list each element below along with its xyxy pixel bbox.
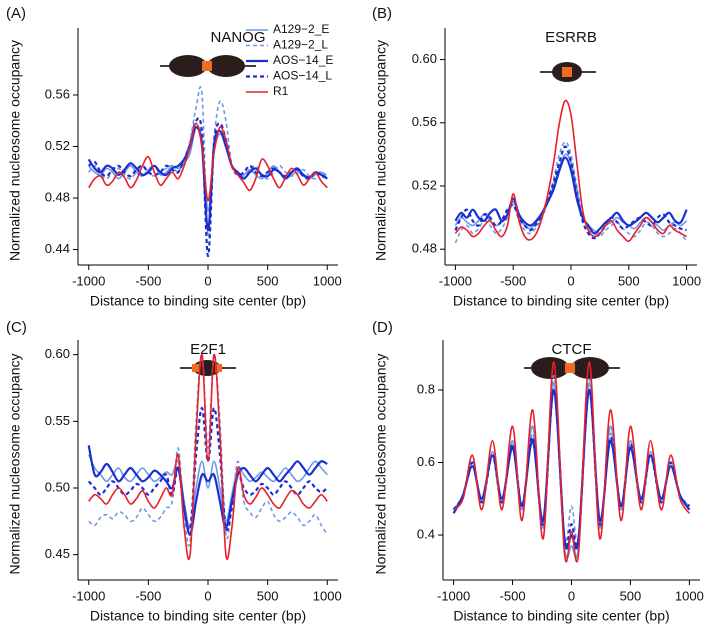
y-tick-label: 0.56 — [412, 114, 437, 129]
x-tick-label: 1000 — [313, 273, 342, 288]
x-tick-label: 0 — [567, 273, 574, 288]
data-line — [87, 445, 328, 536]
y-axis-label: Normalized nucleosome occupancy — [373, 40, 389, 261]
x-tick-label: 500 — [257, 588, 279, 603]
y-tick-label: 0.44 — [45, 241, 70, 256]
data-line — [452, 388, 691, 547]
y-tick-label: 0.56 — [45, 86, 70, 101]
data-line — [88, 122, 328, 202]
x-tick-label: 1000 — [675, 588, 704, 603]
data-line — [87, 406, 328, 532]
y-axis-label: Normalized nucleosome occupancy — [7, 40, 23, 261]
y-tick-label: 0.55 — [45, 413, 70, 428]
y-tick-label: 0.60 — [412, 51, 437, 66]
legend-label: A129−2_E — [273, 22, 329, 36]
x-tick-label: 1000 — [672, 273, 701, 288]
x-axis-label: Distance to binding site center (bp) — [453, 293, 669, 309]
x-tick-label: -1000 — [439, 273, 472, 288]
nucleosome-icon — [160, 55, 256, 77]
data-line — [88, 353, 328, 561]
y-tick-label: 0.6 — [417, 454, 435, 469]
x-tick-label: 0 — [204, 588, 211, 603]
data-line — [454, 140, 688, 244]
x-tick-label: -1000 — [72, 273, 105, 288]
x-tick-label: -500 — [135, 588, 161, 603]
y-tick-label: 0.8 — [417, 381, 435, 396]
chart-title: CTCF — [552, 341, 592, 358]
x-tick-label: 0 — [204, 273, 211, 288]
x-tick-label: 0 — [568, 588, 575, 603]
chart-title: ESRRB — [545, 29, 597, 46]
nucleosome-icon — [180, 360, 236, 376]
y-tick-label: 0.52 — [412, 177, 437, 192]
legend-label: R1 — [273, 84, 289, 98]
x-tick-label: 500 — [257, 273, 279, 288]
y-tick-label: 0.48 — [412, 241, 437, 256]
legend-label: A129−2_L — [273, 38, 328, 52]
y-tick-label: 0.52 — [45, 138, 70, 153]
x-tick-label: 500 — [620, 588, 642, 603]
x-tick-label: -500 — [500, 273, 526, 288]
x-axis-label: Distance to binding site center (bp) — [90, 608, 306, 624]
x-tick-label: -1000 — [72, 588, 105, 603]
panel-label: (D) — [372, 319, 393, 336]
y-tick-label: 0.45 — [45, 546, 70, 561]
panel-label: (A) — [6, 5, 26, 22]
y-tick-label: 0.50 — [45, 479, 70, 494]
legend-label: AOS−14_L — [273, 69, 332, 83]
y-tick-label: 0.60 — [45, 346, 70, 361]
data-line — [87, 454, 328, 529]
panel-label: (B) — [372, 5, 392, 22]
nucleosome-icon — [540, 62, 596, 82]
data-line — [88, 353, 328, 547]
x-tick-label: -500 — [135, 273, 161, 288]
y-axis-label: Normalized nucleosome occupancy — [7, 354, 23, 575]
data-line — [454, 156, 688, 235]
x-tick-label: -500 — [500, 588, 526, 603]
x-tick-label: 500 — [618, 273, 640, 288]
chart-title: NANOG — [210, 29, 265, 46]
x-tick-label: 1000 — [313, 588, 342, 603]
data-line — [454, 99, 687, 243]
data-line — [88, 86, 328, 238]
nucleosome-icon — [524, 357, 620, 379]
x-axis-label: Distance to binding site center (bp) — [453, 608, 669, 624]
x-axis-label: Distance to binding site center (bp) — [90, 293, 306, 309]
panel-label: (C) — [6, 319, 27, 336]
data-line — [454, 145, 687, 240]
x-tick-label: -1000 — [437, 588, 470, 603]
y-axis-label: Normalized nucleosome occupancy — [373, 354, 389, 575]
chart-title: E2F1 — [190, 341, 226, 358]
data-line — [453, 361, 691, 563]
y-tick-label: 0.48 — [45, 189, 70, 204]
data-line — [87, 126, 328, 232]
legend-label: AOS−14_E — [273, 53, 333, 67]
y-tick-label: 0.4 — [417, 526, 435, 541]
